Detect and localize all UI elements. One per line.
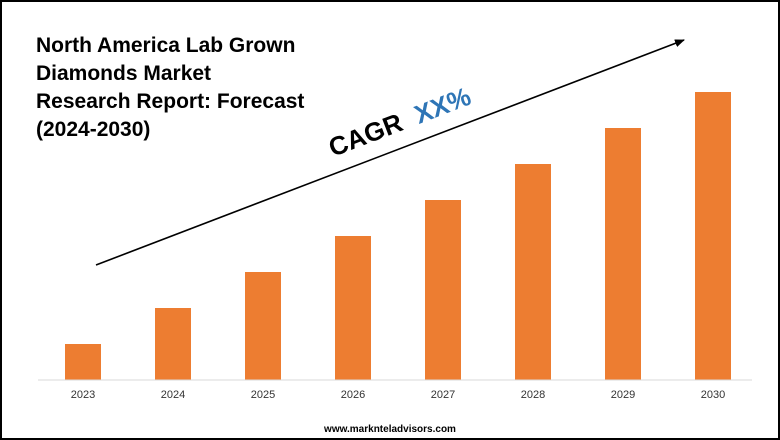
x-tick-label-2027: 2027 [431,389,455,401]
bar-2026 [335,236,371,380]
cagr-value: XX% [410,81,475,130]
bar-2023 [65,344,101,380]
chart-title-line-3: Research Report: Forecast [36,90,305,113]
chart-title: North America Lab Grown Diamonds Market … [36,32,326,144]
bar-series [65,92,731,380]
bar-2028 [515,164,551,380]
chart-title-line-2: Diamonds Market [36,62,212,85]
footer-url: www.marknteladvisors.com [324,424,456,435]
x-tick-label-2029: 2029 [611,389,635,401]
x-tick-label-2026: 2026 [341,389,365,401]
bar-2029 [605,128,641,380]
x-tick-label-2025: 2025 [251,389,275,401]
bar-2025 [245,272,281,380]
bar-2027 [425,200,461,380]
growth-trend-arrow [95,39,685,266]
cagr-prefix: CAGR [324,107,406,163]
x-tick-label-2024: 2024 [161,389,185,401]
x-tick-label-2028: 2028 [521,389,545,401]
bar-2024 [155,308,191,380]
bar-2030 [695,92,731,380]
x-tick-label-2030: 2030 [701,389,725,401]
chart-title-line-1: North America Lab Grown [36,34,296,57]
x-tick-label-2023: 2023 [71,389,95,401]
x-axis-ticks: 2023 2024 2025 2026 2027 2028 2029 2030 [71,389,725,401]
chart-title-line-4: (2024-2030) [36,118,151,141]
cagr-annotation: CAGR XX% [324,81,474,163]
